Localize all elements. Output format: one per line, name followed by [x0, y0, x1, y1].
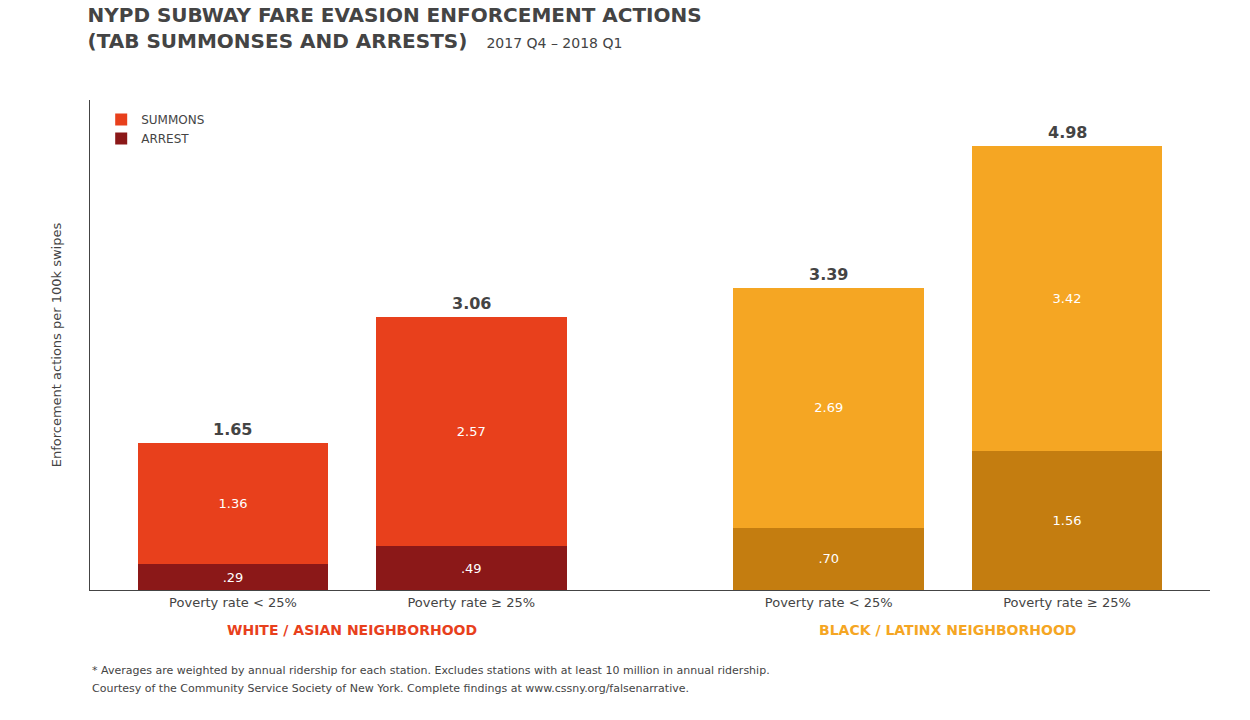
svg-text:NYPD SUBWAY FARE EVASION ENFOR: NYPD SUBWAY FARE EVASION ENFORCEMENT ACT… [88, 3, 702, 53]
svg-text:3.42: 3.42 [1053, 291, 1082, 306]
svg-text:2.57: 2.57 [457, 424, 486, 439]
svg-text:.29: .29 [223, 570, 244, 585]
svg-text:3.39: 3.39 [809, 265, 848, 284]
svg-text:WHITE / ASIAN NEIGHBORHOOD: WHITE / ASIAN NEIGHBORHOOD [227, 622, 477, 638]
svg-text:.70: .70 [818, 551, 839, 566]
svg-text:1.65: 1.65 [213, 420, 252, 439]
svg-text:Poverty rate < 25%: Poverty rate < 25% [169, 595, 297, 610]
svg-text:1.36: 1.36 [219, 496, 248, 511]
svg-text:2.69: 2.69 [814, 400, 843, 415]
svg-text:Poverty rate ≥ 25%: Poverty rate ≥ 25% [1003, 595, 1131, 610]
svg-text:Poverty rate < 25%: Poverty rate < 25% [765, 595, 893, 610]
svg-text:Poverty rate ≥ 25%: Poverty rate ≥ 25% [407, 595, 535, 610]
svg-text:SUMMONS: SUMMONS [141, 113, 204, 127]
svg-text:ARREST: ARREST [141, 132, 189, 146]
svg-text:3.06: 3.06 [452, 294, 491, 313]
svg-text:* Averages are weighted by ann: * Averages are weighted by annual riders… [92, 664, 770, 677]
svg-text:.49: .49 [461, 561, 482, 576]
svg-text:Enforcement actions per 100k s: Enforcement actions per 100k swipes [49, 223, 64, 468]
svg-text:Courtesy of the Community Serv: Courtesy of the Community Service Societ… [92, 682, 689, 695]
svg-text:BLACK / LATINX NEIGHBORHOOD: BLACK / LATINX NEIGHBORHOOD [819, 622, 1076, 638]
svg-text:1.56: 1.56 [1053, 513, 1082, 528]
svg-text:4.98: 4.98 [1048, 123, 1087, 142]
